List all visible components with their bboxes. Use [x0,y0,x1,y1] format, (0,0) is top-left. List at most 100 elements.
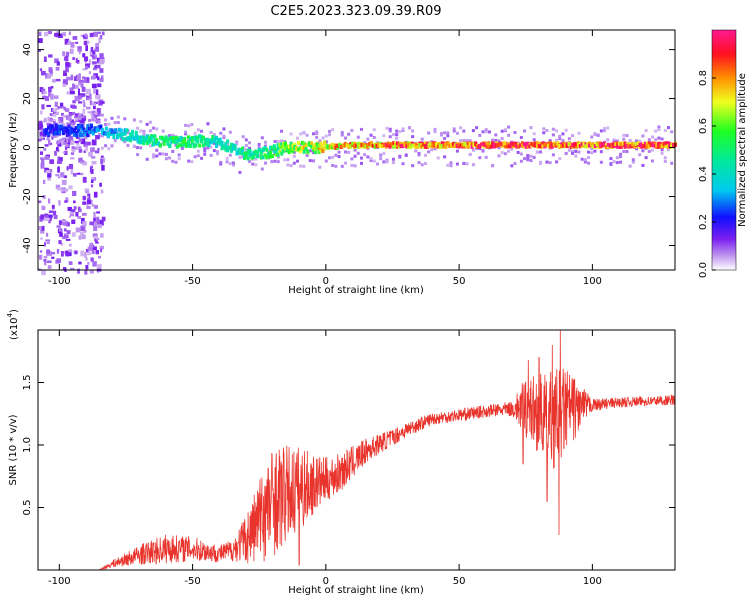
spectrogram-cell [556,141,560,146]
spectrogram-cell [295,146,299,151]
spectrogram-cell [44,144,49,147]
spectrogram-cell [226,139,230,144]
snr-ylabel: SNR (10 * v/v) [8,414,19,485]
spectrogram-cell [200,129,204,133]
spectrogram-cell [97,119,101,123]
spectrogram-cell [298,149,302,154]
spectrogram-cell [436,144,440,149]
spectrogram-cell [219,160,223,164]
spectrogram-cell [67,251,72,257]
spectrogram-cell [306,142,310,147]
spectrogram-cell [45,127,49,132]
spectrogram-cell [56,61,60,66]
spectrogram-cell [114,128,118,133]
spectrogram-cell [85,45,89,52]
spectrogram-cell [78,261,82,265]
spectrogram-cell [231,143,235,148]
spectrogram-cell [56,258,61,264]
spectrogram-cell [280,139,284,143]
spectrogram-cell [330,145,334,150]
spectrogram-cell [96,211,100,214]
spectrogram-cell [515,143,519,148]
spectrogram-cell [132,136,136,141]
spectrogram-cell [617,144,621,149]
spectrogram-cell [68,163,74,169]
spectrogram-cell [340,133,344,137]
spectrogram-cell [283,139,287,143]
spectrogram-cell [382,160,386,164]
spectrogram-cell [535,144,539,149]
spectrogram-cell [638,153,642,157]
spectrogram-cell [91,110,96,114]
spectrogram-cell [87,246,93,252]
spectrogram-cell [641,163,645,167]
spectrogram-cell [75,117,79,121]
spectrogram-xlabel: Height of straight line (km) [288,285,424,296]
spectrogram-cell [511,144,515,149]
spectrogram-cell [641,134,645,138]
spectrogram-cell [95,241,99,244]
spectrogram-cell [625,143,629,148]
spectrogram-cell [660,151,664,155]
spectrogram-cell [82,129,86,134]
spectrogram-cell [75,131,79,136]
spectrogram-cell [242,151,246,156]
spectrogram-cell [80,138,86,145]
spectrogram-cell [382,142,386,147]
snr-frame [37,329,676,571]
spectrogram-cell [655,143,659,148]
spectrogram-cell [326,144,330,149]
spectrogram-cell [97,127,101,132]
x-tick-label: 100 [583,276,602,287]
spectrogram-cell [522,142,526,147]
spectrogram-cell [65,127,69,132]
spectrogram-cell [159,143,163,148]
spectrogram-cell [563,144,567,149]
spectrogram-cell [659,142,663,147]
spectrogram-cell [578,141,582,146]
spectrogram-cell [224,144,228,149]
spectrogram-cell [82,127,86,132]
spectrogram-cell [63,79,68,84]
spectrogram-cell [580,142,584,147]
spectrogram-cell [359,161,363,165]
spectrogram-cell [40,228,45,234]
spectrogram-cell [670,130,674,134]
spectrogram-cell [554,142,558,147]
spectrogram-cell [86,203,89,207]
spectrogram-cell [219,162,223,166]
spectrogram-cell [46,122,50,126]
spectrogram-cell [61,112,64,116]
spectrogram-cell [86,133,90,138]
spectrogram-cell [593,144,597,149]
spectrogram-cell [216,152,220,156]
spectrogram-cell [532,155,536,159]
spectrogram-cell [91,160,97,165]
spectrogram-cell [62,151,66,154]
spectrogram-cell [69,126,73,131]
spectrogram-cell [647,149,651,153]
spectrogram-cell [89,221,94,226]
spectrogram-cell [95,89,99,95]
spectrogram-cell [38,225,42,231]
spectrogram-cell [70,119,75,123]
spectrogram-cell [94,65,98,69]
spectrogram-cell [52,79,56,83]
spectrogram-cell [110,144,114,148]
spectrogram-cell [302,149,306,154]
spectrogram-cell [459,139,463,143]
spectrogram-cell [466,144,470,149]
spectrogram-cell [491,141,495,146]
colorbar-ticks: 0.0 0.2 0.4 0.6 0.8 [698,70,716,278]
spectrogram-cell [212,141,216,145]
spectrogram-cell [347,132,351,136]
spectrogram-cell [622,149,626,153]
spectrogram-cell [58,240,62,245]
spectrogram-cell [265,147,269,152]
spectrogram-cell [619,144,623,149]
spectrogram-cell [593,132,597,136]
spectrogram-cell [73,132,77,137]
spectrogram-cell [443,131,447,135]
spectrogram-cell [158,152,162,156]
spectrogram-cell [61,131,65,136]
